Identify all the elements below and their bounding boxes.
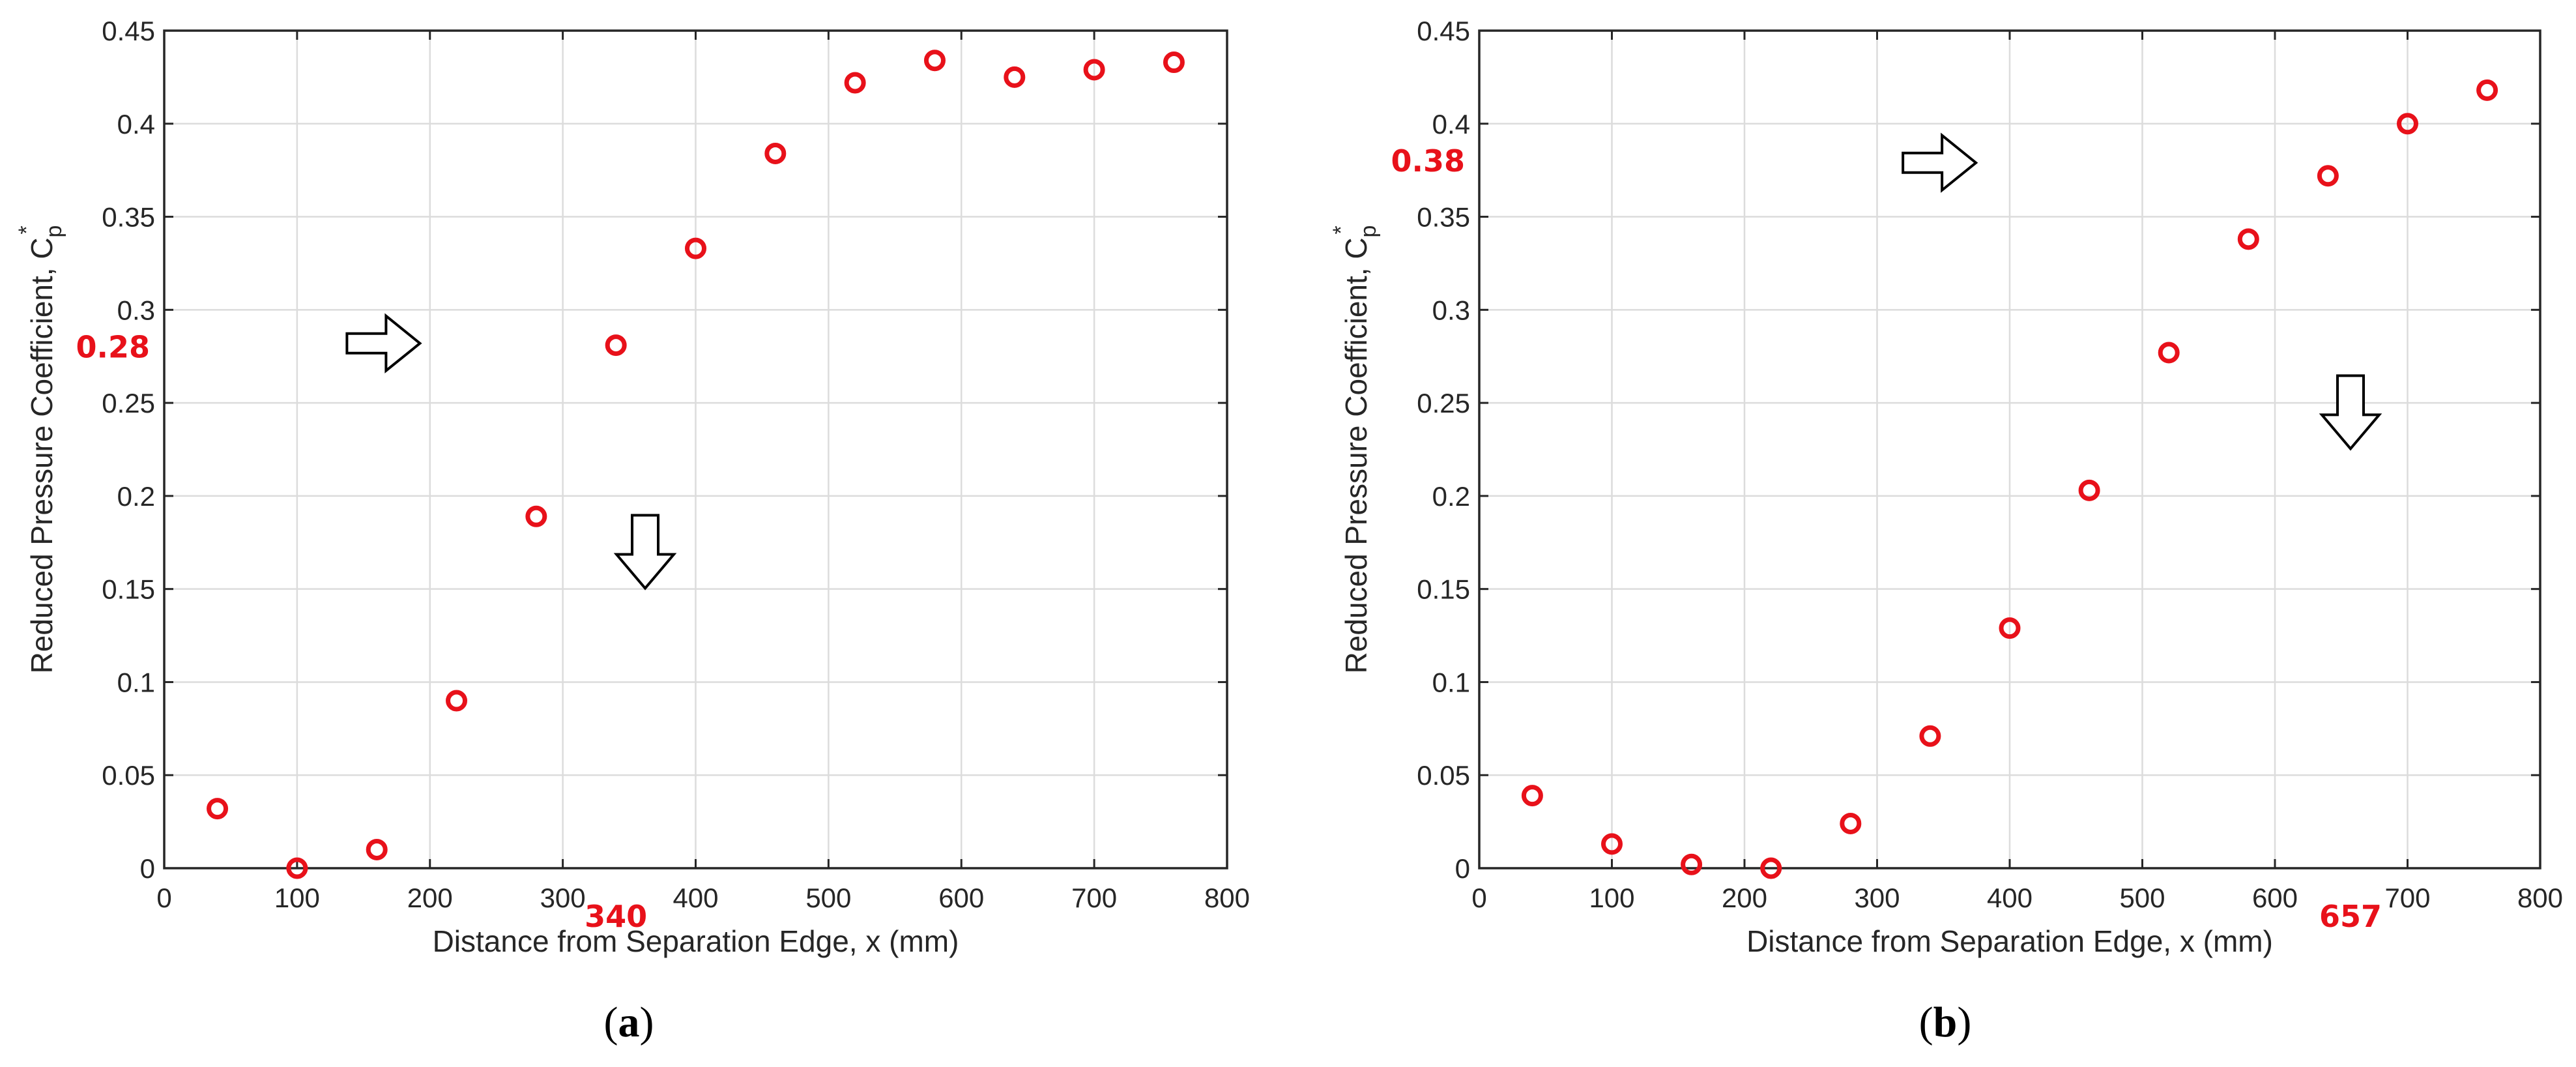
x-tick-label: 400: [673, 883, 718, 913]
data-point: [1999, 617, 2021, 639]
x-tick-label: 800: [1204, 883, 1250, 913]
x-tick-label: 700: [1071, 883, 1117, 913]
x-tick-label: 100: [1589, 883, 1634, 913]
y-tick-label: 0.1: [117, 667, 155, 697]
panel-caption: (a): [604, 999, 654, 1046]
x-tick-label: 200: [1722, 883, 1767, 913]
data-series: [1521, 79, 2498, 879]
x-tick-label: 600: [2252, 883, 2298, 913]
x-tick-label: 800: [2517, 883, 2563, 913]
chart-panel-a: 0 100 200 300 400 500 600 700 800 0 0.05 0.1 0.15 0.2…: [14, 16, 1250, 1046]
data-point: [1840, 812, 1862, 834]
y-tick-label: 0.35: [102, 202, 155, 233]
y-tick-label: 0.25: [1417, 388, 1470, 418]
x-axis-label: Distance from Separation Edge, x (mm): [1746, 924, 2273, 958]
annotation-y-value: 0.28: [76, 329, 151, 364]
data-point: [2078, 479, 2100, 501]
data-point: [1760, 857, 1782, 879]
x-tick-label: 200: [407, 883, 453, 913]
data-point: [1083, 59, 1105, 81]
data-point: [2237, 228, 2259, 250]
data-point: [2476, 79, 2498, 101]
down-arrow-icon: [613, 514, 677, 591]
x-axis-label: Distance from Separation Edge, x (mm): [433, 924, 959, 958]
data-point: [207, 798, 229, 820]
y-tick-label: 0.45: [1417, 16, 1470, 46]
y-tick-label: 0.45: [102, 16, 155, 46]
chart-panel-b: 0 100 200 300 400 500 600 700 800 0 0.05 0.1 0.15 0.2…: [1329, 16, 2563, 1046]
data-point: [2317, 165, 2339, 187]
x-tick-label: 300: [1854, 883, 1900, 913]
x-tick-label: 500: [805, 883, 851, 913]
x-tick-label: 0: [156, 883, 171, 913]
data-point: [2397, 113, 2418, 135]
y-tick-label: 0.15: [1417, 574, 1470, 605]
data-point: [2158, 342, 2180, 364]
y-tick-label: 0.4: [117, 109, 155, 139]
x-tick-label: 500: [2119, 883, 2165, 913]
data-point: [923, 50, 946, 72]
x-tick-label: 100: [274, 883, 320, 913]
data-point: [605, 334, 627, 357]
x-tick-label: 400: [1987, 883, 2033, 913]
y-tick-label: 0.3: [1432, 295, 1470, 325]
y-tick-label: 0.3: [117, 295, 155, 325]
y-tick-label: 0: [140, 853, 155, 884]
y-tick-label: 0.1: [1432, 667, 1470, 697]
down-arrow-icon: [2319, 374, 2382, 451]
y-tick-label: 0.15: [102, 574, 155, 605]
y-tick-label: 0.05: [102, 760, 155, 791]
data-series: [207, 50, 1185, 879]
x-tick-label: 600: [938, 883, 984, 913]
data-point: [286, 857, 308, 879]
grid-lines: [164, 31, 1227, 868]
data-point: [764, 142, 787, 164]
data-point: [1919, 725, 1941, 747]
data-point: [1004, 66, 1026, 88]
data-point: [844, 72, 866, 94]
annotation-y-value: 0.38: [1391, 143, 1466, 179]
right-arrow-icon: [1902, 132, 1978, 193]
data-point: [446, 690, 468, 712]
y-tick-label: 0.2: [1432, 481, 1470, 512]
right-arrow-icon: [345, 313, 422, 373]
data-point: [1521, 785, 1543, 807]
y-tick-label: 0.35: [1417, 202, 1470, 233]
data-point: [366, 838, 388, 860]
y-tick-label: 0.2: [117, 481, 155, 512]
y-tick-label: 0.25: [102, 388, 155, 418]
data-point: [1601, 833, 1623, 855]
y-tick-label: 0.05: [1417, 760, 1470, 791]
annotation-x-value: 657: [2319, 899, 2382, 934]
x-tick-label: 0: [1471, 883, 1486, 913]
x-tick-label: 700: [2384, 883, 2430, 913]
data-point: [1163, 51, 1185, 74]
x-tick-label: 300: [540, 883, 586, 913]
y-tick-label: 0.4: [1432, 109, 1470, 139]
panel-caption: (b): [1919, 999, 1972, 1046]
y-axis-label: Reduced Pressure Coefficient, Cp*: [14, 226, 66, 674]
grid-lines: [1479, 31, 2540, 868]
y-tick-label: 0: [1455, 853, 1470, 884]
data-point: [1681, 853, 1703, 875]
data-point: [685, 237, 706, 259]
data-point: [525, 505, 547, 527]
annotation-x-value: 340: [585, 899, 647, 934]
y-axis-label: Reduced Pressure Coefficient, Cp*: [1329, 226, 1381, 674]
